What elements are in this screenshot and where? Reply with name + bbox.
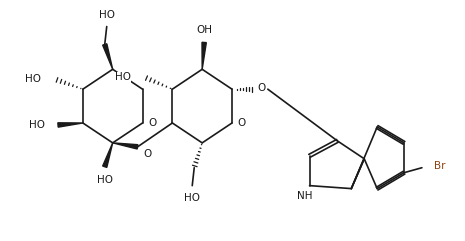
Polygon shape: [103, 143, 113, 167]
Polygon shape: [103, 44, 113, 69]
Text: O: O: [238, 118, 246, 128]
Text: HO: HO: [99, 10, 115, 20]
Text: HO: HO: [114, 72, 131, 82]
Text: HO: HO: [97, 175, 113, 185]
Text: O: O: [143, 149, 152, 159]
Text: NH: NH: [297, 191, 312, 201]
Text: HO: HO: [25, 74, 41, 84]
Text: HO: HO: [184, 193, 200, 202]
Polygon shape: [58, 123, 83, 127]
Text: O: O: [148, 118, 157, 128]
Text: OH: OH: [196, 25, 212, 34]
Text: HO: HO: [29, 120, 45, 130]
Polygon shape: [202, 42, 206, 69]
Polygon shape: [113, 143, 138, 149]
Text: Br: Br: [434, 161, 445, 171]
Text: O: O: [258, 83, 266, 93]
